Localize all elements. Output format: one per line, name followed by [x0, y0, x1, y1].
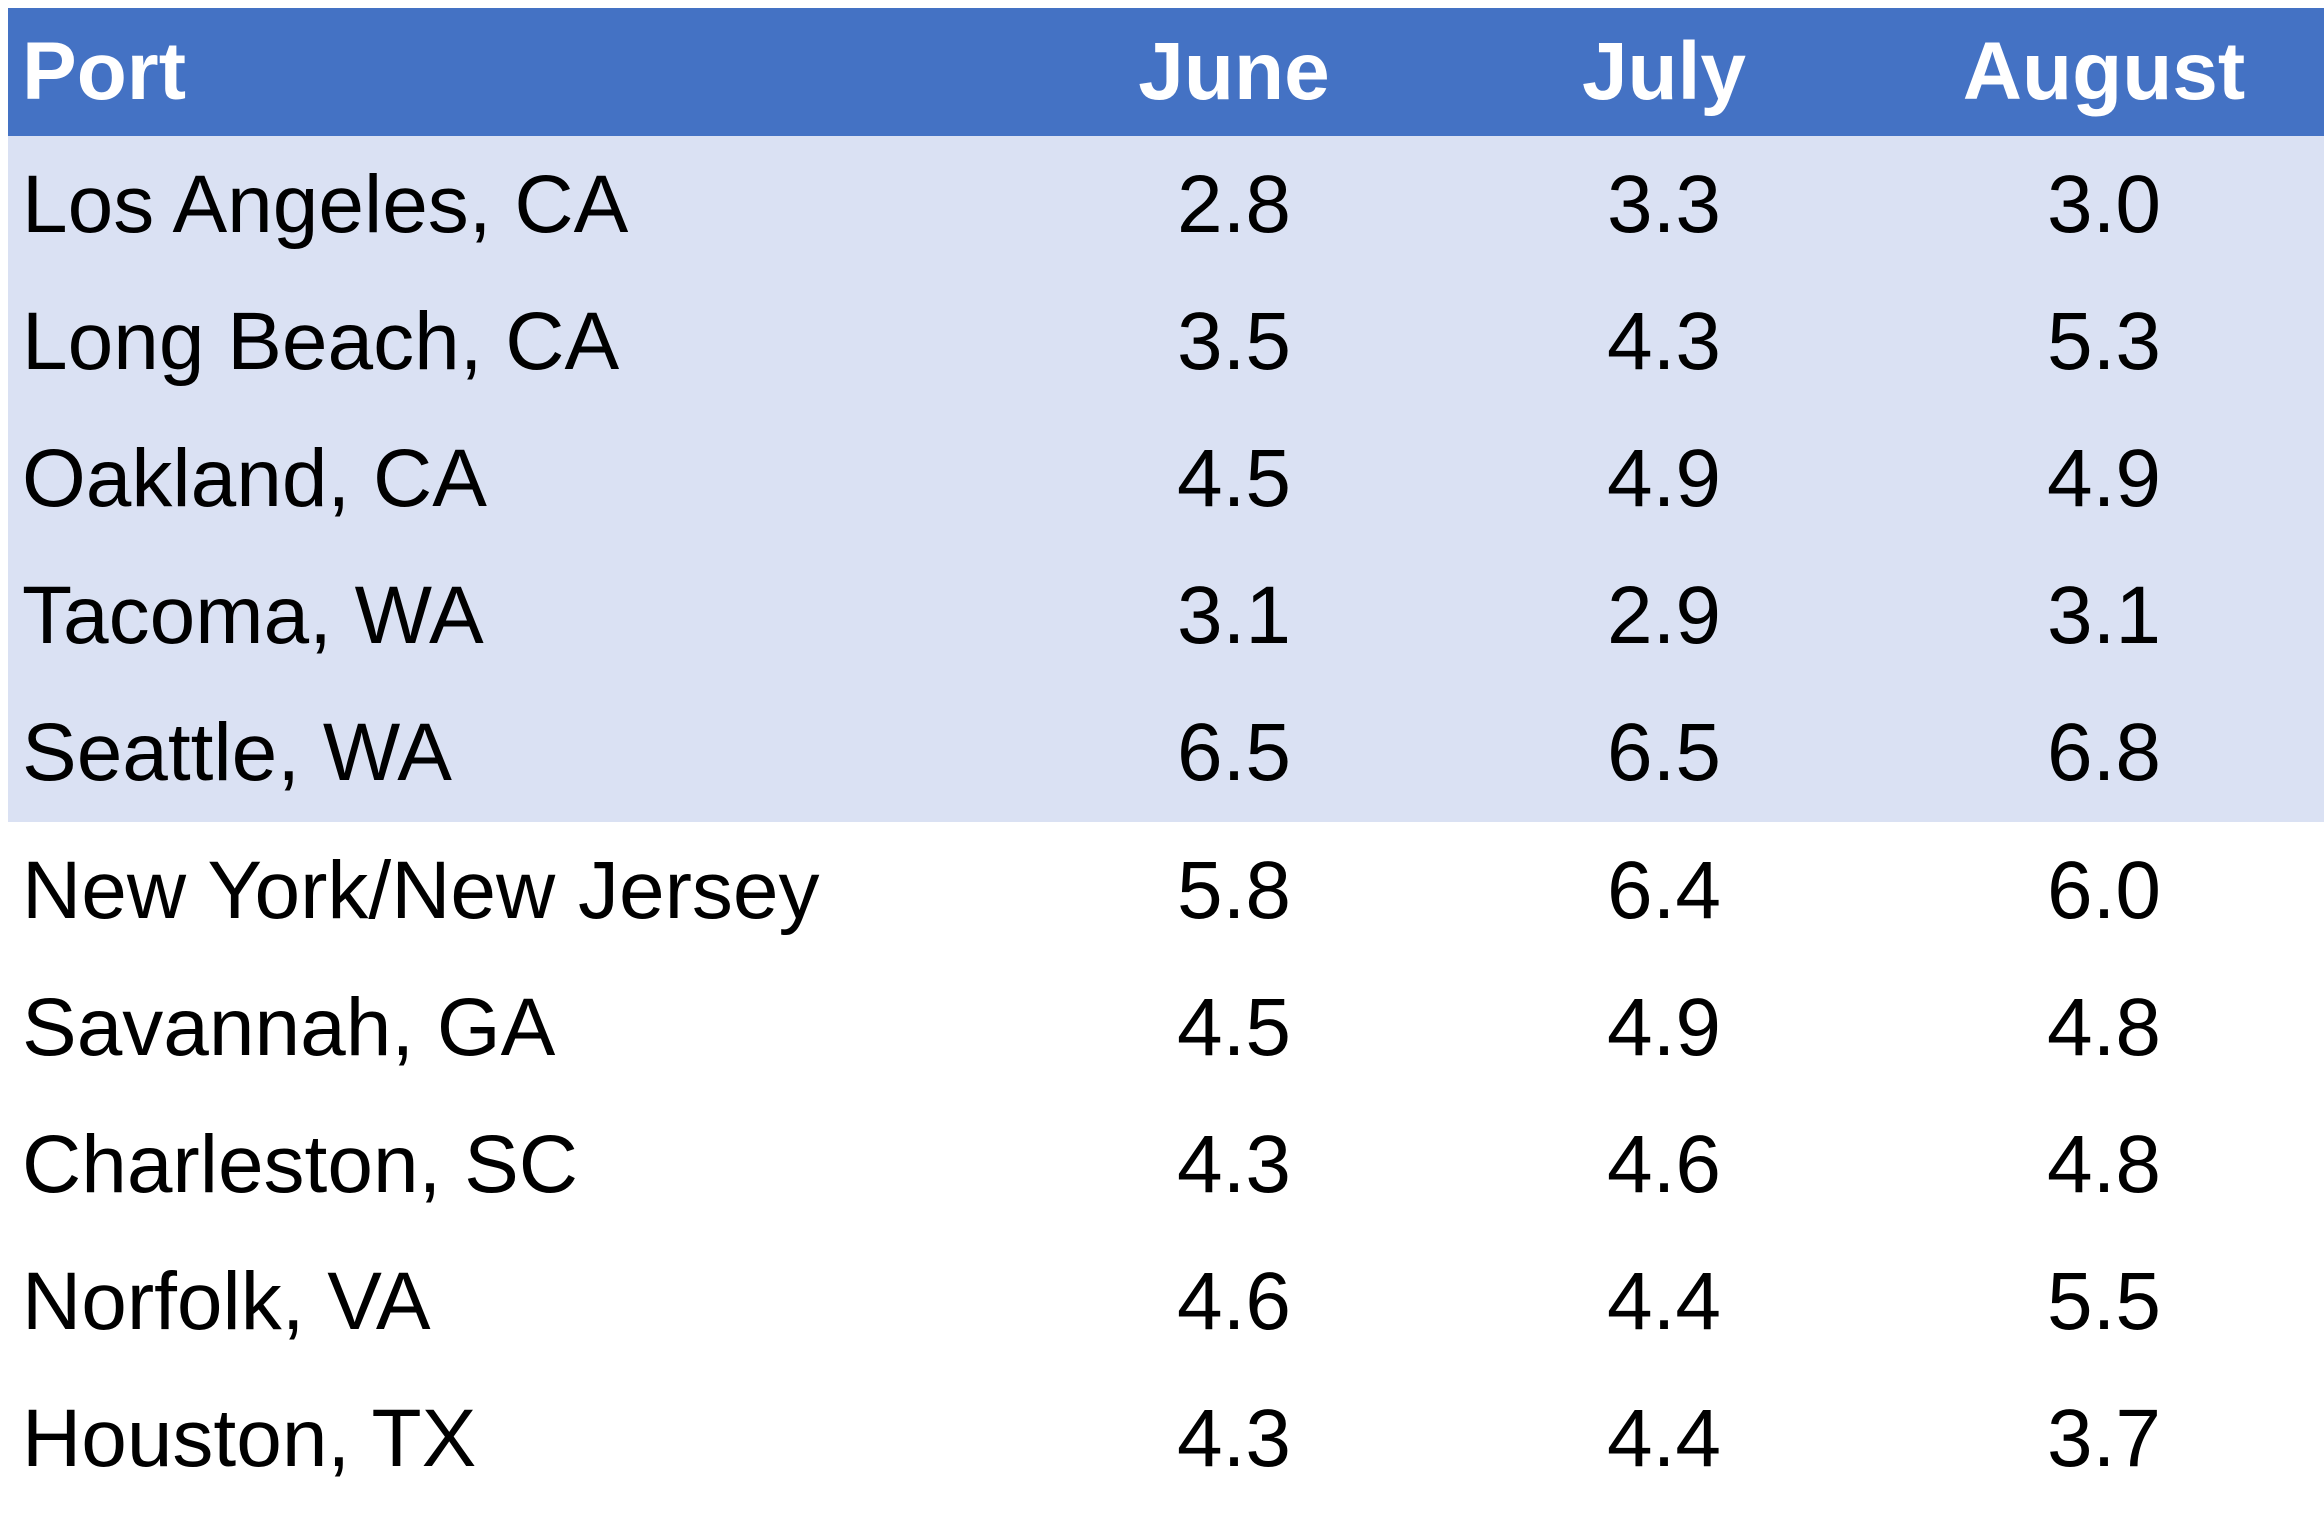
cell-july-value: 6.5	[1607, 707, 1721, 799]
cell-june-value: 4.3	[1177, 1393, 1291, 1485]
cell-august-value: 3.7	[2047, 1393, 2161, 1485]
cell-port-name: Long Beach, CA	[22, 295, 620, 387]
cell-port-name: New York/New Jersey	[22, 844, 820, 936]
cell-july-value: 4.3	[1607, 295, 1721, 387]
port-data-table: Port June July August Los Angeles, CA 2.8…	[8, 8, 2324, 1508]
cell-august-value: 6.0	[2047, 844, 2161, 936]
cell-port-name: Los Angeles, CA	[22, 158, 629, 250]
cell-august-value: 5.5	[2047, 1256, 2161, 1348]
table-row: Charleston, SC 4.3 4.6 4.8	[8, 1096, 2324, 1234]
table-row: Norfolk, VA 4.6 4.4 5.5	[8, 1233, 2324, 1371]
cell-july-value: 4.4	[1607, 1256, 1721, 1348]
cell-july-value: 2.9	[1607, 570, 1721, 662]
cell-july-value: 3.3	[1607, 158, 1721, 250]
cell-june-value: 4.3	[1177, 1118, 1291, 1210]
cell-june-value: 3.5	[1177, 295, 1291, 387]
cell-august-value: 6.8	[2047, 707, 2161, 799]
cell-port-name: Norfolk, VA	[22, 1256, 431, 1348]
cell-port-name: Houston, TX	[22, 1393, 477, 1485]
cell-june-value: 4.6	[1177, 1256, 1291, 1348]
cell-august-value: 4.8	[2047, 1118, 2161, 1210]
cell-july-value: 4.4	[1607, 1393, 1721, 1485]
header-june: June	[1138, 26, 1330, 117]
table-body: Los Angeles, CA 2.8 3.3 3.0 Long Beach, CA 3.…	[8, 136, 2324, 1508]
cell-port-name: Oakland, CA	[22, 432, 487, 524]
port-table-container: Port June July August Los Angeles, CA 2.8…	[8, 8, 2324, 1508]
cell-june-value: 4.5	[1177, 981, 1291, 1073]
header-august: August	[1962, 26, 2246, 117]
table-row: Savannah, GA 4.5 4.9 4.8	[8, 959, 2324, 1097]
cell-june-value: 2.8	[1177, 158, 1291, 250]
table-row: Houston, TX 4.3 4.4 3.7	[8, 1370, 2324, 1508]
cell-port-name: Charleston, SC	[22, 1118, 579, 1210]
cell-june-value: 5.8	[1177, 844, 1291, 936]
cell-august-value: 3.1	[2047, 570, 2161, 662]
table-row: Long Beach, CA 3.5 4.3 5.3	[8, 273, 2324, 411]
cell-august-value: 3.0	[2047, 158, 2161, 250]
table-row: Oakland, CA 4.5 4.9 4.9	[8, 410, 2324, 548]
cell-port-name: Tacoma, WA	[22, 570, 484, 662]
table-header: Port June July August	[8, 8, 2324, 136]
cell-june-value: 6.5	[1177, 707, 1291, 799]
cell-june-value: 3.1	[1177, 570, 1291, 662]
table-row: Los Angeles, CA 2.8 3.3 3.0	[8, 136, 2324, 274]
cell-port-name: Savannah, GA	[22, 981, 556, 1073]
header-port: Port	[22, 26, 186, 117]
cell-port-name: Seattle, WA	[22, 707, 452, 799]
cell-july-value: 4.9	[1607, 432, 1721, 524]
cell-august-value: 5.3	[2047, 295, 2161, 387]
header-july: July	[1581, 26, 1747, 117]
cell-july-value: 6.4	[1607, 844, 1721, 936]
table-row: New York/New Jersey 5.8 6.4 6.0	[8, 821, 2324, 960]
table-row: Seattle, WA 6.5 6.5 6.8	[8, 684, 2324, 822]
table-row: Tacoma, WA 3.1 2.9 3.1	[8, 547, 2324, 685]
cell-august-value: 4.8	[2047, 981, 2161, 1073]
cell-july-value: 4.9	[1607, 981, 1721, 1073]
header-row: Port June July August	[8, 8, 2324, 136]
cell-july-value: 4.6	[1607, 1118, 1721, 1210]
cell-august-value: 4.9	[2047, 432, 2161, 524]
cell-june-value: 4.5	[1177, 432, 1291, 524]
